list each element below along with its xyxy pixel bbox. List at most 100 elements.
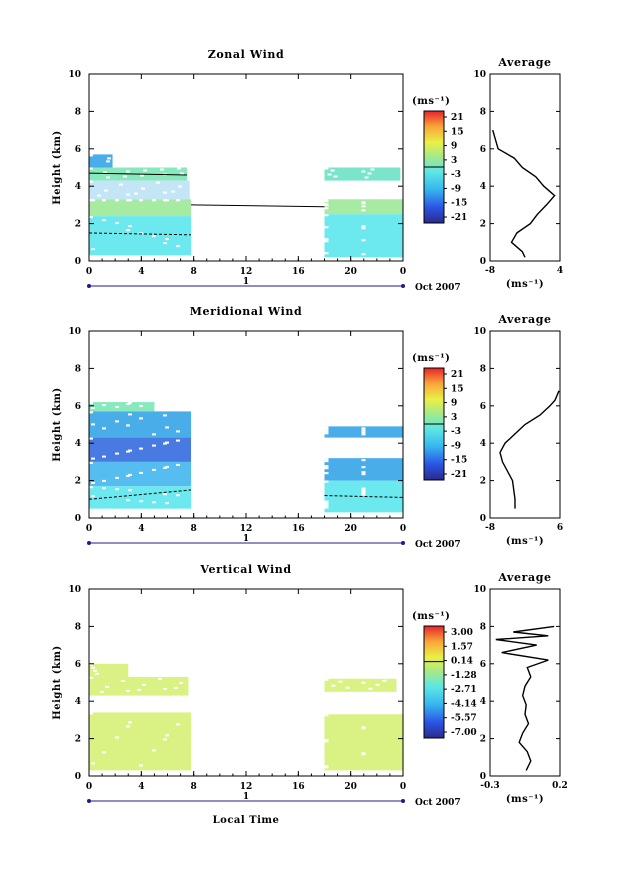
avg-y-tick-label: 0 [480,772,486,782]
heatmap-region [89,712,192,771]
x-tick-label: 16 [292,524,305,534]
x-tick-label: 4 [138,267,144,277]
data-gap [179,681,183,684]
data-gap [141,187,145,190]
data-gap [139,447,143,450]
data-gap [165,734,169,737]
y-tick-label: 8 [75,364,81,374]
data-gap [163,493,167,496]
colorbar-tick-label: -3 [451,427,461,437]
avg-y-tick-label: 6 [480,402,486,412]
data-gap [176,430,180,433]
colorbar-tick-label: 3 [451,156,457,166]
avg-frame [489,588,561,777]
data-gap [89,180,93,183]
data-gap [324,200,329,203]
y-axis-label: Height (km) [52,645,63,719]
data-gap [174,686,178,689]
data-gap [361,239,366,242]
data-gap [361,253,366,256]
x-tick-label: 12 [240,782,253,792]
data-gap [177,167,181,170]
heatmap-region [89,461,192,487]
colorbar-tick-label: 15 [451,384,464,394]
avg-y-tick-label: 10 [473,70,486,80]
x-tick-label: 4 [138,782,144,792]
avg-y-tick-label: 6 [480,145,486,155]
data-gap [324,207,329,210]
data-gap [126,424,130,427]
avg-x-tick-label: 0.2 [552,781,568,791]
data-gap [165,465,169,468]
data-gap [163,687,167,690]
x-tick-label: 8 [191,782,197,792]
colorbar-tick-label: -15 [451,199,467,209]
data-gap [152,444,156,447]
heatmap-region [89,154,113,168]
colorbar-tick-label: -4.14 [451,699,477,709]
data-gap [105,685,109,688]
data-gap [91,199,95,202]
data-gap [324,426,329,429]
data-gap [119,183,123,186]
data-gap [163,414,167,417]
colorbar-tick-label: -3 [451,170,461,180]
day-label: 1 [243,534,249,544]
data-gap [370,168,375,171]
data-gap [93,669,97,672]
zero-contour [88,232,192,236]
data-gap [324,500,329,503]
data-gap [361,726,366,729]
data-gap [89,663,93,666]
data-gap [89,486,93,489]
data-gap [367,172,372,175]
x-tick-label: 0 [400,782,406,792]
avg-y-tick-label: 10 [473,585,486,595]
data-gap [89,167,93,170]
data-gap [89,402,93,405]
data-gap [97,194,101,197]
data-gap [137,688,141,691]
avg-y-tick-label: 8 [480,107,486,117]
data-gap [361,473,366,476]
data-gap [324,714,329,717]
day-axis-end [87,541,91,545]
data-gap [100,690,104,693]
data-gap [102,199,106,202]
data-gap [128,225,132,228]
data-gap [128,413,132,416]
heatmap-region [324,480,403,513]
data-gap [134,192,138,195]
data-gap [324,480,329,483]
avg-x-tick-label: 4 [557,266,563,276]
colorbar-tick-label: -9 [451,441,461,451]
data-gap [91,666,95,669]
y-tick-label: 10 [68,327,81,337]
data-gap [165,426,169,429]
data-gap [139,199,143,202]
data-gap [91,762,95,765]
data-gap [128,473,132,476]
avg-title: Average [497,56,551,69]
data-gap [152,501,156,504]
avg-y-tick-label: 0 [480,514,486,524]
data-gap [361,209,366,212]
data-gap [89,216,93,219]
data-gap [330,169,335,172]
avg-x-axis-label: (ms⁻¹) [506,279,544,290]
avg-frame [489,73,561,262]
data-gap [139,232,143,235]
avg-x-tick-label: 6 [557,523,563,533]
data-gap [176,494,180,497]
data-gap [324,465,329,468]
panel-title: Zonal Wind [208,48,285,61]
data-gap [128,721,132,724]
colorbar-tick-label: 0.14 [451,657,473,667]
colorbar-tick-label: -9 [451,184,461,194]
x-tick-label: 0 [400,524,406,534]
data-gap [102,751,106,754]
data-gap [361,431,366,434]
x-tick-label: 0 [86,524,92,534]
data-gap [123,175,127,178]
